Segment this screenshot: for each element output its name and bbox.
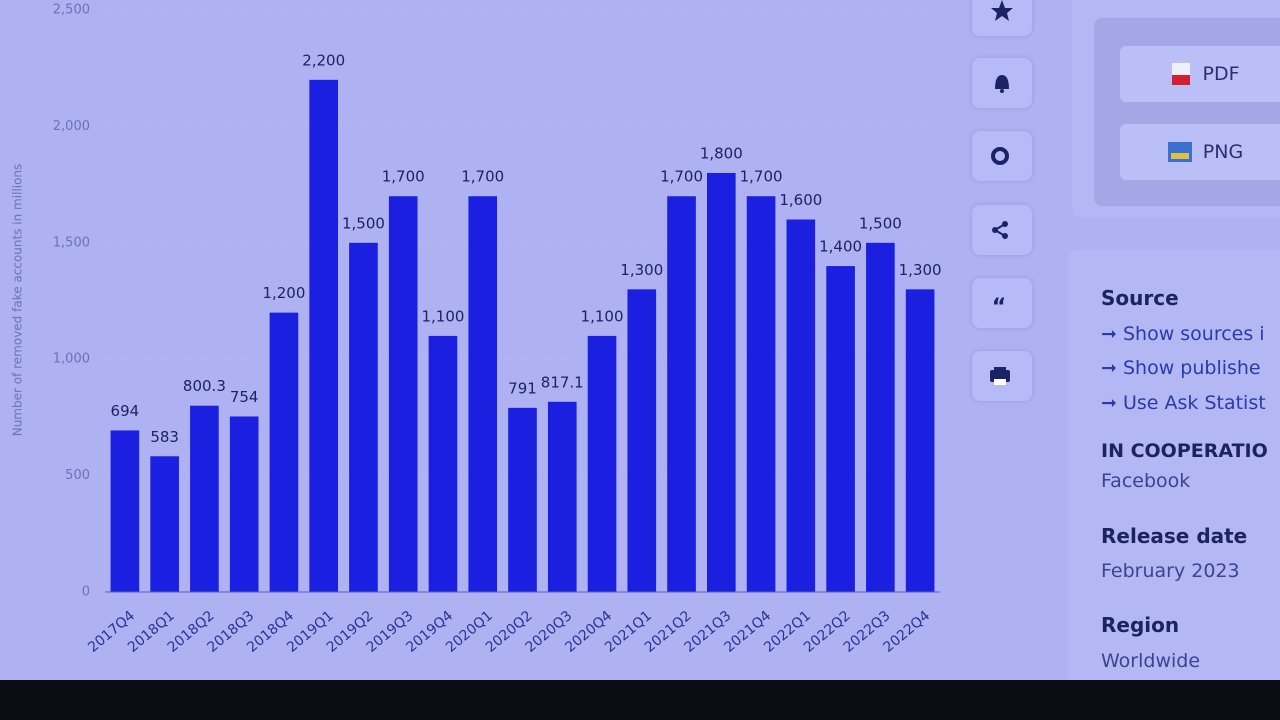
bar	[110, 430, 140, 592]
y-tick-label: 0	[82, 585, 90, 600]
value-label: 694	[111, 402, 140, 420]
value-label: 817.1	[541, 373, 584, 391]
value-label: 1,800	[700, 144, 743, 162]
bar	[388, 196, 418, 593]
pdf-label: PDF	[1202, 63, 1240, 85]
value-label: 1,700	[461, 168, 504, 186]
y-tick-label: 2,500	[53, 3, 90, 18]
bar	[468, 196, 498, 593]
share-button[interactable]	[972, 205, 1032, 255]
bar	[150, 456, 179, 592]
bar	[229, 416, 259, 592]
value-label: 1,700	[660, 168, 703, 186]
publisher-link[interactable]: ➞ Show publishe	[1101, 357, 1261, 379]
bar	[905, 289, 935, 592]
region-value: Worldwide	[1101, 650, 1201, 672]
value-label: 1,700	[740, 168, 783, 186]
release-value: February 2023	[1101, 560, 1240, 582]
chart: Number of removed fake accounts in milli…	[11, 3, 942, 656]
link-text: Show publishe	[1122, 357, 1261, 379]
value-label: 1,100	[421, 307, 464, 325]
y-axis-label: Number of removed fake accounts in milli…	[11, 164, 25, 437]
value-label: 1,600	[779, 191, 822, 209]
bar	[627, 289, 657, 592]
region-title: Region	[1101, 613, 1180, 637]
bar	[826, 266, 855, 592]
bar	[786, 219, 816, 592]
png-button[interactable]: PNG	[1120, 124, 1280, 180]
y-tick-label: 1,500	[53, 235, 90, 250]
link-text: Use Ask Statist	[1122, 392, 1266, 414]
y-tick-label: 1,000	[53, 352, 90, 367]
screen: Number of removed fake accounts in milli…	[0, 0, 1280, 680]
bar	[269, 312, 299, 592]
value-label: 1,200	[262, 284, 305, 302]
bar	[190, 405, 219, 592]
bar	[309, 79, 339, 593]
value-label: 583	[150, 428, 179, 446]
bar	[706, 172, 736, 592]
bar	[866, 242, 895, 593]
value-label: 1,100	[581, 307, 624, 325]
bar	[547, 401, 577, 592]
value-label: 800.3	[183, 377, 226, 395]
settings-button[interactable]	[972, 131, 1032, 181]
pdf-button[interactable]: PDF	[1120, 46, 1280, 102]
release-title: Release date	[1101, 524, 1248, 548]
bar	[667, 196, 696, 593]
notification-button[interactable]	[972, 58, 1032, 108]
bar	[349, 242, 378, 593]
y-tick-label: 2,000	[53, 119, 90, 134]
png-label: PNG	[1202, 141, 1244, 163]
bar	[746, 196, 776, 593]
value-label: 1,700	[382, 168, 425, 186]
svg-text:“: “	[992, 295, 1006, 320]
value-label: 1,500	[859, 214, 902, 232]
value-label: 1,300	[899, 261, 942, 279]
bar	[428, 335, 458, 592]
bar	[508, 407, 537, 592]
bar	[587, 335, 617, 592]
value-label: 1,300	[620, 261, 663, 279]
ask-link[interactable]: ➞ Use Ask Statist	[1101, 392, 1266, 414]
cite-button[interactable]: “	[972, 278, 1032, 328]
value-label: 791	[508, 379, 537, 397]
print-button[interactable]	[972, 351, 1032, 401]
cooperation-value: Facebook	[1101, 470, 1191, 492]
info-panel	[1068, 250, 1280, 680]
y-tick-label: 500	[65, 468, 90, 483]
source-title: Source	[1101, 286, 1179, 310]
cooperation-title: IN COOPERATIO	[1101, 440, 1268, 462]
link-text: Show sources i	[1122, 323, 1265, 345]
favorite-button[interactable]	[972, 0, 1032, 36]
value-label: 754	[230, 388, 259, 406]
value-label: 2,200	[302, 51, 345, 69]
value-label: 1,400	[819, 238, 862, 256]
value-label: 1,500	[342, 214, 385, 232]
source-link[interactable]: ➞ Show sources i	[1101, 323, 1265, 345]
